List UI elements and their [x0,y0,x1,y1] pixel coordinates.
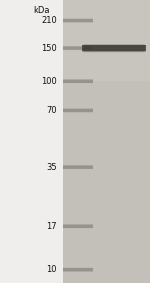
FancyBboxPatch shape [63,46,93,50]
Bar [63,0,150,283]
FancyBboxPatch shape [63,19,93,22]
FancyBboxPatch shape [83,44,145,52]
Bar [63,81,150,283]
Text: kDa: kDa [33,6,50,15]
FancyBboxPatch shape [63,80,93,83]
Text: 70: 70 [46,106,57,115]
Text: 10: 10 [46,265,57,274]
Text: 210: 210 [41,16,57,25]
FancyBboxPatch shape [82,45,146,51]
FancyBboxPatch shape [63,109,93,112]
FancyBboxPatch shape [63,224,93,228]
Text: 17: 17 [46,222,57,231]
Text: 100: 100 [41,77,57,86]
Text: 35: 35 [46,163,57,172]
FancyBboxPatch shape [63,165,93,169]
FancyBboxPatch shape [63,268,93,271]
Text: 150: 150 [41,44,57,53]
